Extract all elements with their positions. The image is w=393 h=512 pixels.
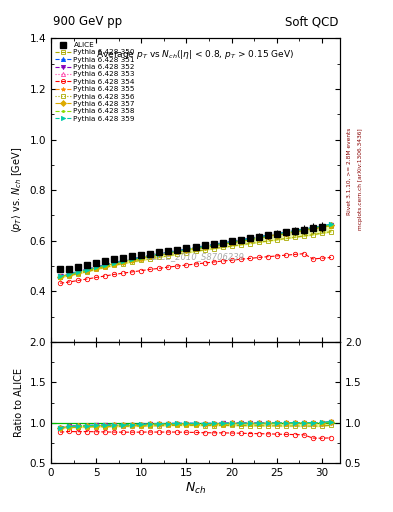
- Text: Average $p_T$ vs $N_{ch}$(|$\eta$| < 0.8, $p_T$ > 0.15 GeV): Average $p_T$ vs $N_{ch}$(|$\eta$| < 0.8…: [97, 48, 294, 60]
- Text: 900 GeV pp: 900 GeV pp: [53, 15, 122, 28]
- Text: Rivet 3.1.10, >= 2.8M events: Rivet 3.1.10, >= 2.8M events: [347, 128, 352, 216]
- X-axis label: $N_{ch}$: $N_{ch}$: [185, 481, 206, 496]
- Text: ALICE_2010_S8706239: ALICE_2010_S8706239: [147, 252, 244, 262]
- Y-axis label: Ratio to ALICE: Ratio to ALICE: [14, 368, 24, 437]
- Y-axis label: $\langle p_T \rangle$ vs. $N_{ch}$ [GeV]: $\langle p_T \rangle$ vs. $N_{ch}$ [GeV]: [10, 147, 24, 233]
- Text: Soft QCD: Soft QCD: [285, 15, 339, 28]
- Text: mcplots.cern.ch [arXiv:1306.3436]: mcplots.cern.ch [arXiv:1306.3436]: [358, 128, 364, 230]
- Legend: ALICE, Pythia 6.428 350, Pythia 6.428 351, Pythia 6.428 352, Pythia 6.428 353, P: ALICE, Pythia 6.428 350, Pythia 6.428 35…: [53, 40, 136, 123]
